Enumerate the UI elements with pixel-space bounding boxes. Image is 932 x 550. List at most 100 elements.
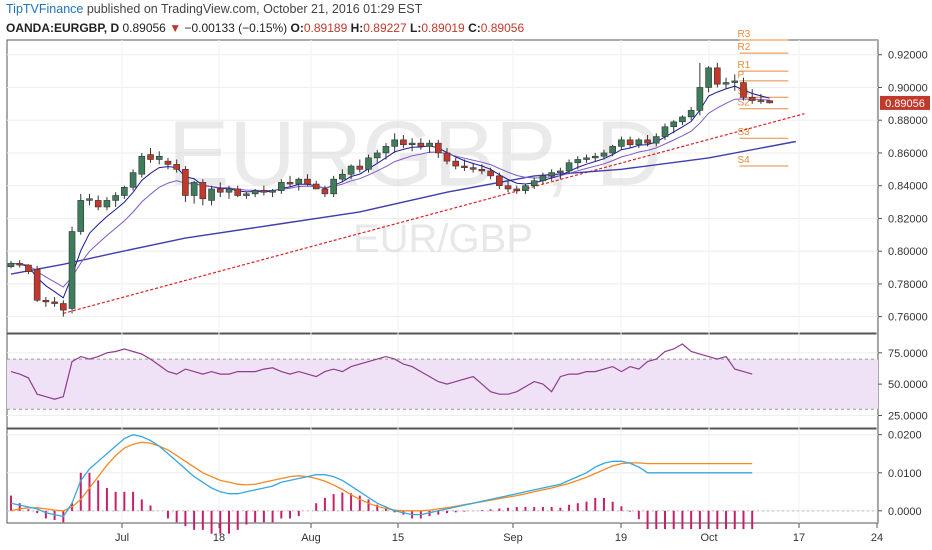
- candle-body: [722, 82, 730, 85]
- candle-body: [461, 165, 468, 168]
- candle-body: [670, 121, 678, 128]
- candle: [382, 143, 390, 160]
- publisher-name[interactable]: TipTVFinance: [6, 2, 84, 16]
- candle: [635, 138, 643, 149]
- candle: [173, 159, 180, 173]
- rsi-line: [10, 343, 753, 400]
- candle: [147, 148, 154, 163]
- candle-body: [618, 139, 625, 147]
- candle: [766, 100, 773, 104]
- candle: [121, 185, 128, 199]
- candle: [269, 188, 276, 198]
- candle: [487, 167, 494, 180]
- rsi-band: [7, 359, 878, 410]
- candle-body: [164, 160, 172, 165]
- candle-body: [373, 152, 381, 159]
- rsi-pane: [7, 343, 878, 410]
- candle: [182, 166, 189, 203]
- candle-body: [225, 188, 233, 193]
- candle: [312, 180, 320, 190]
- candle-body: [33, 268, 41, 301]
- price-change: −0.00133 (−0.15%): [184, 21, 288, 35]
- candle: [304, 174, 311, 186]
- pivot-label: R3: [737, 29, 750, 40]
- candle-body: [522, 185, 529, 191]
- price-axis-tick-label: 0.88000: [888, 115, 928, 127]
- price-pane: R3R2R1PS1S2S3S4: [7, 29, 805, 317]
- low-label: L:: [410, 21, 422, 35]
- candle: [199, 179, 207, 206]
- candle-body: [548, 172, 555, 177]
- candle-body: [286, 182, 294, 185]
- candle-body: [121, 187, 128, 196]
- candle: [330, 175, 337, 198]
- down-arrow-icon: ▼: [169, 21, 182, 35]
- candle-body: [251, 190, 259, 195]
- macd-axis-tick-label: 0.0100: [888, 468, 922, 480]
- candle: [618, 136, 625, 150]
- published-text: published on TradingView.com, October 21…: [86, 2, 423, 16]
- candle: [731, 74, 739, 91]
- candle: [434, 139, 442, 158]
- close-label: C:: [468, 21, 481, 35]
- candle-body: [714, 67, 721, 85]
- candle: [129, 169, 137, 191]
- macd-line: [10, 434, 753, 518]
- candle: [670, 120, 678, 134]
- candle: [164, 157, 172, 170]
- candle: [583, 154, 590, 163]
- candle: [138, 152, 146, 178]
- candle-body: [626, 139, 634, 146]
- candle: [452, 157, 460, 170]
- candle: [557, 167, 564, 180]
- candle: [705, 66, 712, 93]
- candle: [461, 159, 468, 171]
- candle-body: [513, 188, 521, 191]
- candle: [103, 197, 111, 211]
- time-tick-label: 17: [793, 532, 805, 544]
- candle-body: [757, 100, 765, 102]
- symbol-name: OANDA:EURGBP, D: [6, 21, 120, 35]
- pivot-label: S4: [737, 155, 750, 166]
- trendline: [63, 113, 805, 314]
- candle: [591, 152, 599, 162]
- candle: [740, 77, 747, 101]
- candle-body: [216, 188, 224, 193]
- candle: [696, 62, 704, 116]
- candle-body: [644, 139, 651, 144]
- candle: [478, 164, 486, 175]
- candle: [469, 162, 477, 173]
- candle: [295, 177, 303, 191]
- candle: [391, 133, 398, 153]
- candle: [286, 175, 294, 188]
- macd-axis-tick-label: 0.0200: [888, 430, 922, 442]
- candle-body: [304, 178, 311, 185]
- ema-fast-line: [10, 85, 770, 299]
- candle-body: [312, 183, 320, 190]
- watermark: EURGBP, D EUR/GBP: [168, 103, 662, 261]
- candle: [722, 77, 730, 90]
- macd-pane: [7, 434, 878, 534]
- candle-body: [208, 188, 215, 201]
- candle-body: [129, 172, 137, 188]
- price-axis-tick-label: 0.86000: [888, 148, 928, 160]
- time-tick-label: 18: [213, 532, 225, 544]
- time-tick-label: Aug: [301, 532, 321, 544]
- rsi-axis-tick-label: 75.0000: [888, 348, 928, 360]
- candle-body: [687, 110, 695, 118]
- candle-body: [7, 263, 15, 268]
- candle-body: [652, 136, 660, 144]
- candle-body: [417, 142, 425, 147]
- low-value: 0.89019: [421, 21, 465, 35]
- candle-body: [147, 154, 154, 160]
- candle: [661, 123, 669, 140]
- candle: [548, 169, 555, 181]
- candle-body: [496, 175, 503, 186]
- time-tick-label: 24: [871, 532, 883, 544]
- candle: [86, 193, 93, 206]
- candle-body: [339, 173, 346, 180]
- close-value: 0.89056: [480, 21, 525, 35]
- candle-body: [443, 152, 451, 162]
- candle-body: [426, 142, 433, 147]
